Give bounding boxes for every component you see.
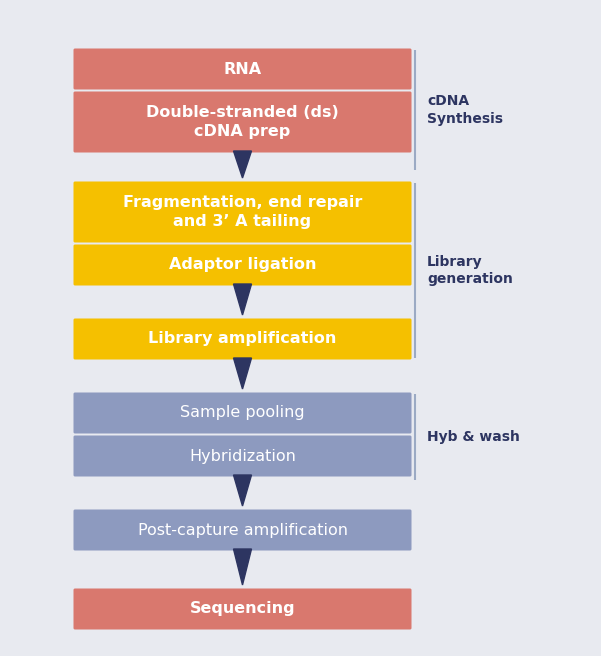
FancyBboxPatch shape (73, 392, 412, 434)
FancyBboxPatch shape (73, 436, 412, 476)
Text: cDNA
Synthesis: cDNA Synthesis (427, 94, 503, 126)
Polygon shape (234, 358, 251, 389)
FancyBboxPatch shape (73, 588, 412, 630)
FancyBboxPatch shape (73, 510, 412, 550)
Text: Fragmentation, end repair
and 3’ A tailing: Fragmentation, end repair and 3’ A taili… (123, 195, 362, 229)
FancyBboxPatch shape (73, 91, 412, 152)
Text: Sample pooling: Sample pooling (180, 405, 305, 420)
FancyBboxPatch shape (73, 49, 412, 89)
FancyBboxPatch shape (73, 319, 412, 359)
Polygon shape (234, 475, 251, 506)
Text: Post-capture amplification: Post-capture amplification (138, 522, 347, 537)
FancyBboxPatch shape (73, 182, 412, 243)
Text: Library amplification: Library amplification (148, 331, 337, 346)
Polygon shape (234, 549, 251, 585)
Text: Hyb & wash: Hyb & wash (427, 430, 520, 444)
Text: Sequencing: Sequencing (190, 602, 295, 617)
Text: Adaptor ligation: Adaptor ligation (169, 258, 316, 272)
Polygon shape (234, 284, 251, 315)
Polygon shape (234, 151, 251, 178)
Text: RNA: RNA (224, 62, 261, 77)
Text: Hybridization: Hybridization (189, 449, 296, 464)
Text: Double-stranded (ds)
cDNA prep: Double-stranded (ds) cDNA prep (146, 105, 339, 139)
Text: Library
generation: Library generation (427, 255, 513, 286)
FancyBboxPatch shape (73, 245, 412, 285)
